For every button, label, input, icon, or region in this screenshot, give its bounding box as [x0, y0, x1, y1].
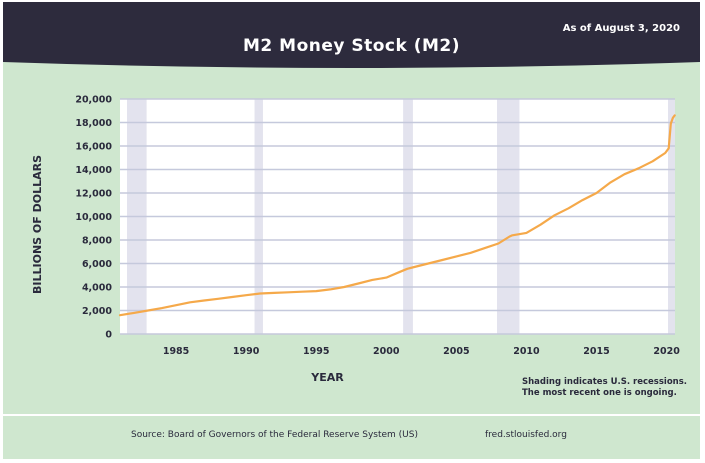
- x-tick-label: 1990: [233, 346, 260, 357]
- x-tick-label: 1995: [303, 346, 329, 357]
- y-tick-label: 0: [105, 330, 112, 341]
- y-tick-label: 8,000: [82, 236, 112, 247]
- header-background: [3, 2, 700, 68]
- x-tick-label: 2015: [583, 346, 609, 357]
- recession-note-line-2: The most recent one is ongoing.: [522, 388, 677, 398]
- y-axis-label: BILLIONS OF DOLLARS: [31, 155, 44, 294]
- y-tick-label: 18,000: [75, 118, 112, 129]
- chart-header: M2 Money Stock (M2) As of August 3, 2020: [3, 2, 700, 68]
- y-tick-label: 2,000: [82, 306, 112, 317]
- recession-note: Shading indicates U.S. recessions. The m…: [522, 377, 687, 399]
- x-tick-label: 2000: [373, 346, 400, 357]
- line-chart: 0 2,000 4,000 6,000 8,000 10,000 12,000 14,000 1…: [31, 95, 680, 385]
- x-tick-label: 2010: [513, 346, 540, 357]
- y-tick-label: 16,000: [75, 142, 112, 153]
- y-tick-label: 4,000: [82, 283, 112, 294]
- footer-divider: [3, 414, 700, 416]
- y-tick-label: 12,000: [75, 189, 112, 200]
- as-of-date: As of August 3, 2020: [562, 23, 680, 34]
- y-tick-label: 6,000: [82, 259, 112, 270]
- y-tick-label: 20,000: [75, 95, 112, 106]
- source-citation: Source: Board of Governors of the Federa…: [131, 430, 418, 440]
- x-axis-label: YEAR: [310, 371, 344, 384]
- chart-title: M2 Money Stock (M2): [242, 36, 461, 56]
- x-tick-label: 2005: [443, 346, 469, 357]
- x-tick-label: 1985: [163, 346, 189, 357]
- recession-note-line-1: Shading indicates U.S. recessions.: [522, 377, 687, 387]
- source-url: fred.stlouisfed.org: [485, 430, 567, 440]
- chart-panel: M2 Money Stock (M2) As of August 3, 2020…: [3, 2, 700, 459]
- x-tick-label: 2020: [653, 346, 680, 357]
- series-line: [118, 114, 676, 317]
- y-tick-label: 10,000: [75, 212, 112, 223]
- y-tick-label: 14,000: [75, 165, 112, 176]
